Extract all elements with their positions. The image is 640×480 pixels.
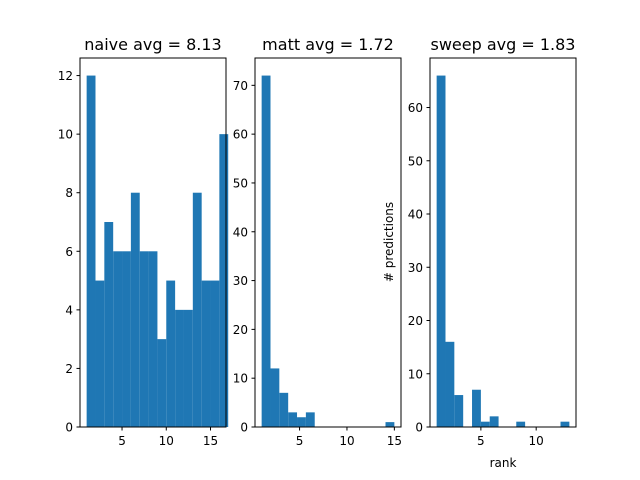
histogram-bar (436, 75, 446, 427)
y-axis: 0 2 4 6 8 10 12 (58, 69, 80, 435)
histogram-bar (560, 421, 570, 427)
subplot-title: sweep avg = 1.83 (431, 35, 576, 54)
histogram-bar (148, 251, 158, 427)
histogram-bar (305, 412, 315, 427)
plot-frame (429, 57, 577, 428)
y-axis-label: # predictions (382, 202, 396, 282)
subplot-naive: naive avg = 8.13 0 2 4 6 8 10 12 5 10 15 (58, 35, 229, 448)
y-tick-label: 8 (65, 186, 73, 200)
x-axis: 5 10 15 (296, 427, 402, 448)
histogram-bar (175, 309, 184, 427)
x-axis: 5 10 15 (118, 427, 218, 448)
histogram-bar (95, 280, 105, 427)
y-axis: 0 10 20 30 40 50 60 70 (233, 79, 255, 435)
y-tick-label: 10 (233, 372, 248, 386)
histogram-bar (113, 251, 123, 427)
subplot-matt: matt avg = 1.72 0 10 20 30 40 50 60 70 5 10 15 (233, 35, 402, 448)
y-tick-label: 50 (408, 154, 423, 168)
y-tick-label: 40 (408, 208, 423, 222)
plot-frame (79, 57, 227, 428)
y-tick-label: 0 (65, 421, 73, 435)
y-tick-label: 50 (233, 176, 248, 190)
y-tick-label: 10 (408, 367, 423, 381)
y-tick-label: 20 (233, 323, 248, 337)
y-tick-label: 10 (58, 128, 73, 142)
histogram-bar (516, 421, 526, 427)
histogram-bar (130, 192, 140, 427)
histogram-bar (385, 422, 395, 427)
y-tick-label: 70 (233, 79, 248, 93)
x-tick-label: 10 (529, 434, 544, 448)
plot-frame (254, 57, 402, 428)
y-tick-label: 30 (233, 274, 248, 288)
histogram-bar (122, 251, 131, 427)
histogram-bar (201, 280, 211, 427)
y-tick-label: 20 (408, 314, 423, 328)
x-tick-label: 15 (387, 434, 402, 448)
bar-series (261, 75, 395, 427)
y-tick-label: 30 (408, 261, 423, 275)
histogram-bar (192, 192, 202, 427)
histogram-bar (288, 412, 298, 427)
histogram-bar (86, 75, 96, 427)
y-tick-label: 12 (58, 69, 73, 83)
bar-series (86, 75, 229, 427)
histogram-bar (489, 416, 499, 427)
x-axis: 5 10 (477, 427, 544, 448)
histogram-bar (297, 417, 306, 427)
subplot-title: naive avg = 8.13 (84, 35, 221, 54)
histogram-bar (472, 389, 481, 427)
y-tick-label: 60 (408, 101, 423, 115)
x-axis-label: rank (490, 456, 517, 470)
y-tick-label: 0 (415, 421, 423, 435)
histogram-bar (219, 134, 229, 427)
x-tick-label: 5 (296, 434, 304, 448)
x-tick-label: 5 (477, 434, 485, 448)
subplot-title: matt avg = 1.72 (262, 35, 394, 54)
histogram-bar (157, 339, 167, 427)
histogram-bar (183, 309, 193, 427)
histogram-bar (261, 75, 271, 427)
x-tick-label: 5 (118, 434, 126, 448)
y-tick-label: 60 (233, 128, 248, 142)
x-tick-label: 10 (339, 434, 354, 448)
y-tick-label: 6 (65, 245, 73, 259)
y-tick-label: 40 (233, 225, 248, 239)
x-tick-label: 10 (159, 434, 174, 448)
histogram-bar (210, 280, 220, 427)
histogram-bar (454, 395, 464, 427)
histogram-bar (270, 368, 280, 427)
histogram-bar (104, 222, 114, 427)
histogram-bar (480, 421, 490, 427)
bar-series (436, 75, 570, 427)
y-tick-label: 4 (65, 303, 73, 317)
histogram-bar (139, 251, 149, 427)
histogram-bar (279, 392, 289, 427)
y-axis: 0 10 20 30 40 50 60 (408, 101, 430, 435)
y-tick-label: 0 (240, 421, 248, 435)
x-tick-label: 15 (203, 434, 218, 448)
histogram-bar (166, 280, 176, 427)
y-tick-label: 2 (65, 362, 73, 376)
histogram-bar (445, 341, 455, 427)
